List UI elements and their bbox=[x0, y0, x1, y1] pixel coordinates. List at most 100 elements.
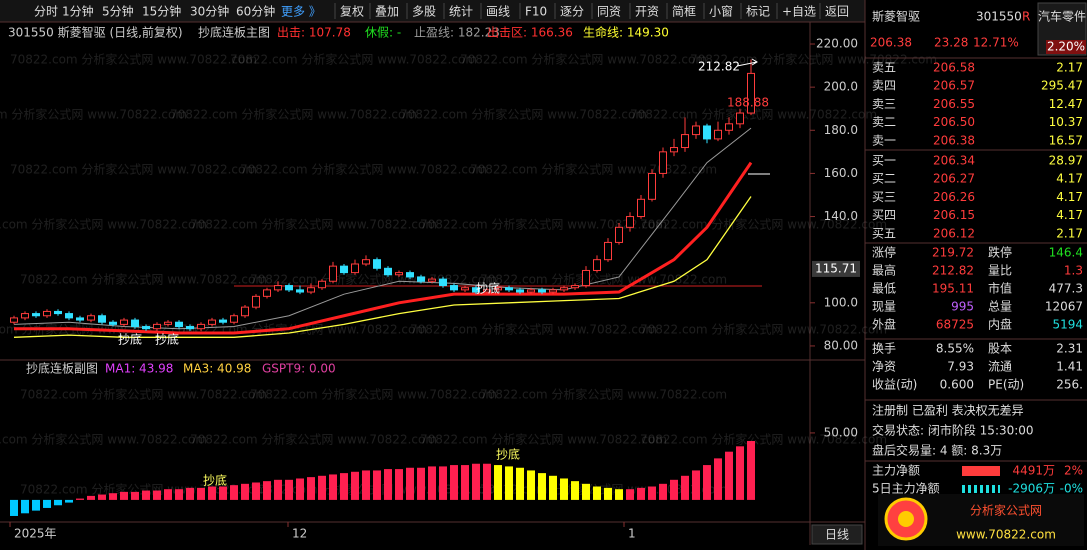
y-tick-label: 50.00 bbox=[824, 425, 858, 439]
order-label: 卖一 bbox=[872, 133, 896, 147]
stat-value: 477.3 bbox=[1049, 282, 1083, 296]
candle-body bbox=[10, 317, 18, 323]
y-tick-label: 180.0 bbox=[824, 123, 858, 137]
subchart-title: 抄底连板副图 bbox=[26, 361, 98, 376]
indicator-name: 抄底连板主图 bbox=[198, 25, 270, 40]
candle-body bbox=[604, 241, 612, 261]
candle-body bbox=[219, 319, 227, 323]
watermark: 70822.com 分析家公式网 www.70822.com bbox=[470, 162, 717, 177]
toolbar-button[interactable]: 叠加 bbox=[375, 5, 399, 19]
watermark: 70822.com 分析家公式网 www.70822.com bbox=[190, 432, 437, 447]
histogram-bar bbox=[153, 490, 161, 500]
candle-body bbox=[362, 259, 370, 265]
histogram-bar bbox=[626, 489, 634, 500]
toolbar-button[interactable]: 简框 bbox=[672, 5, 696, 19]
watermark: 70822.com 分析家公式网 www.70822.com bbox=[250, 387, 497, 402]
stat-value: 5194 bbox=[1052, 318, 1083, 332]
toolbar-button[interactable]: 复权 bbox=[340, 5, 364, 19]
price-change-pct: 12.71% bbox=[973, 36, 1019, 50]
candle-body bbox=[703, 125, 711, 140]
stat-value: 12067 bbox=[1045, 300, 1083, 314]
candle-body bbox=[43, 310, 51, 317]
toolbar-button[interactable]: 返回 bbox=[825, 5, 849, 19]
stat-value: 256. bbox=[1056, 378, 1083, 392]
candle-body bbox=[428, 278, 436, 282]
toolbar-button[interactable]: 开资 bbox=[635, 5, 659, 19]
histogram-bar bbox=[76, 498, 84, 500]
watermark: 70822.com 分析家公式网 www.70822.com bbox=[230, 52, 477, 67]
candle-body bbox=[593, 259, 601, 271]
stat-label: 流通 bbox=[988, 360, 1012, 374]
x-tick-label: 12 bbox=[292, 527, 307, 541]
order-label: 卖四 bbox=[872, 79, 896, 93]
note: 交易状态: 闭市阶段 15:30:00 bbox=[872, 423, 1034, 438]
histogram-bar bbox=[21, 499, 29, 514]
period[interactable]: 日线 bbox=[825, 528, 849, 542]
annotation: 抄底 bbox=[476, 281, 500, 296]
histogram-bar bbox=[560, 478, 568, 500]
histogram-bar bbox=[395, 469, 403, 500]
annotation: 抄底 bbox=[203, 473, 227, 488]
watermark: 70822.com 分析家公式网 www.70822.com bbox=[480, 272, 727, 287]
histogram-bar bbox=[87, 495, 95, 500]
y-tick-label: 100.0 bbox=[824, 295, 858, 309]
sector[interactable]: 汽车零件 bbox=[1038, 9, 1086, 24]
y-tick-label: 140.0 bbox=[824, 209, 858, 223]
order-volume: 4.17 bbox=[1056, 190, 1083, 204]
candle-body bbox=[417, 276, 425, 282]
order-price: 206.15 bbox=[933, 208, 975, 222]
order-price: 206.58 bbox=[933, 61, 975, 75]
candle-body bbox=[208, 319, 216, 325]
order-price: 206.57 bbox=[933, 79, 975, 93]
candle-body bbox=[274, 285, 282, 291]
toolbar-button[interactable]: 1分钟 bbox=[62, 4, 94, 19]
sector-change: 2.20% bbox=[1047, 40, 1085, 54]
histogram-bar bbox=[659, 483, 667, 500]
histogram-bar bbox=[494, 465, 502, 500]
toolbar-button[interactable]: 15分钟 bbox=[142, 4, 181, 19]
toolbar-button[interactable]: +自选 bbox=[782, 5, 816, 19]
candle-body bbox=[252, 295, 260, 308]
histogram-bar bbox=[307, 477, 315, 500]
toolbar-button[interactable]: 60分钟 bbox=[236, 4, 275, 19]
watermark: 70822.com 分析家公式网 www.70822.com bbox=[10, 162, 257, 177]
histogram-bar bbox=[692, 470, 700, 500]
stat-label: 涨停 bbox=[872, 245, 896, 260]
watermark: 70822.com 分析家公式网 www.70822.com bbox=[420, 432, 667, 447]
order-label: 买五 bbox=[872, 226, 896, 240]
histogram-bar bbox=[549, 475, 557, 500]
toolbar-button[interactable]: 多股 bbox=[412, 5, 436, 19]
toolbar-button[interactable]: 30分钟 bbox=[190, 4, 229, 19]
flow-label: 主力净额 bbox=[872, 464, 920, 478]
histogram-bar bbox=[747, 440, 755, 500]
toolbar-bg bbox=[0, 0, 865, 22]
stat-value: 8.55% bbox=[936, 342, 974, 356]
toolbar-button[interactable]: 小窗 bbox=[709, 5, 733, 19]
toolbar-button[interactable]: 同资 bbox=[597, 5, 621, 19]
toolbar-button[interactable]: 逐分 bbox=[560, 5, 584, 19]
order-volume: 2.17 bbox=[1056, 61, 1083, 75]
toolbar-button[interactable]: 标记 bbox=[746, 5, 770, 19]
histogram-bar bbox=[736, 446, 744, 500]
x-tick-label: 1 bbox=[628, 527, 636, 541]
period-box[interactable] bbox=[811, 524, 863, 545]
toolbar-button[interactable]: 画线 bbox=[486, 5, 510, 19]
toolbar-button[interactable]: 5分钟 bbox=[102, 4, 134, 19]
order-price: 206.38 bbox=[933, 133, 975, 147]
watermark: 70822.com 分析家公式网 www.70822.com bbox=[190, 217, 437, 232]
histogram-bar bbox=[109, 493, 117, 500]
price-change: 23.28 bbox=[934, 36, 968, 50]
indicator-value: MA1: 43.98 bbox=[105, 362, 173, 376]
toolbar-button[interactable]: 统计 bbox=[449, 5, 473, 19]
logo-icon bbox=[898, 511, 914, 527]
candle-body bbox=[505, 287, 513, 291]
candle-body bbox=[76, 317, 84, 321]
toolbar-button[interactable]: 更多 》 bbox=[281, 5, 321, 19]
stat-label: 内盘 bbox=[988, 317, 1012, 332]
histogram-bar bbox=[175, 489, 183, 500]
toolbar-button[interactable]: 分时 bbox=[34, 5, 58, 19]
stat-label: 现量 bbox=[872, 300, 896, 314]
stat-value: 7.93 bbox=[947, 360, 974, 374]
watermark: 70822.com 分析家公式网 www.70822.com bbox=[0, 432, 207, 447]
toolbar-button[interactable]: F10 bbox=[525, 5, 547, 19]
